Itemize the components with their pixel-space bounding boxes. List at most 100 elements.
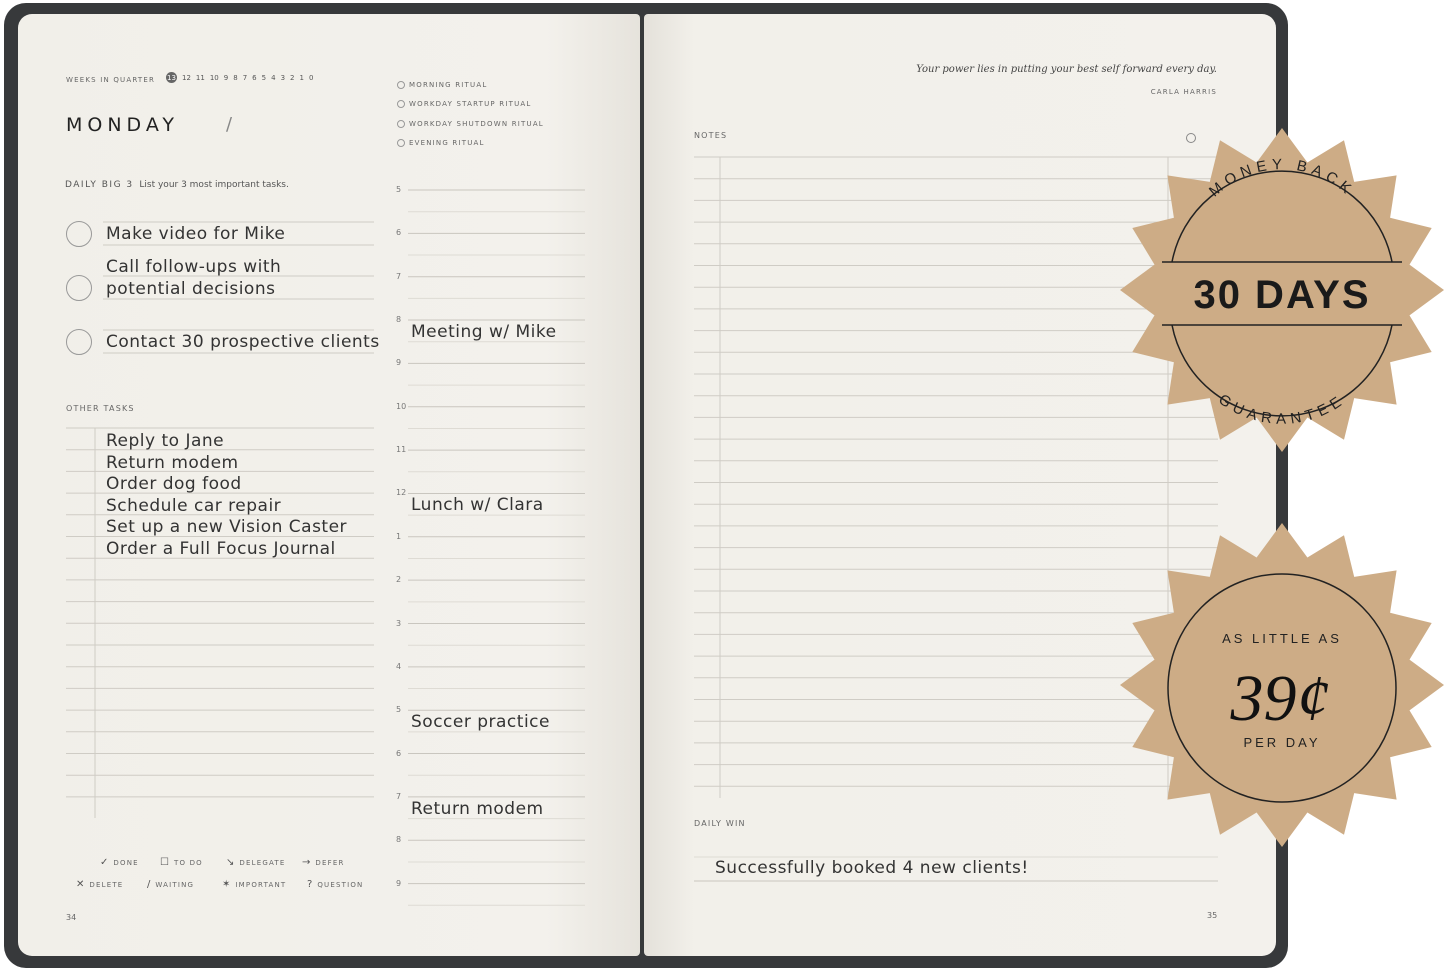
page-number-right: 35 bbox=[1207, 911, 1218, 920]
legend-symbol-icon: ↘ bbox=[226, 857, 235, 868]
big3-task: Contact 30 prospective clients bbox=[106, 332, 380, 352]
other-task: Reply to Jane bbox=[106, 431, 225, 451]
week-number: 7 bbox=[242, 74, 248, 82]
hour-label: 10 bbox=[396, 401, 407, 411]
hour-label: 9 bbox=[396, 358, 402, 368]
ritual-item[interactable]: WORKDAY SHUTDOWN RITUAL bbox=[397, 114, 544, 134]
weeks-counter: 13 12 11 10 9 8 7 6 5 4 3 2 1 0 bbox=[166, 72, 314, 83]
legend-symbol-icon: ✶ bbox=[222, 879, 231, 890]
quote-author: CARLA HARRIS bbox=[1150, 88, 1217, 96]
hour-label: 8 bbox=[396, 835, 402, 845]
big3-task: Make video for Mike bbox=[106, 224, 286, 244]
ritual-label: MORNING RITUAL bbox=[409, 80, 488, 89]
other-task: Order dog food bbox=[106, 474, 242, 495]
ritual-item[interactable]: MORNING RITUAL bbox=[397, 75, 544, 95]
legend-item: ? QUESTION bbox=[307, 879, 364, 890]
other-task: Schedule car repair bbox=[106, 495, 282, 516]
hour-label: 7 bbox=[396, 271, 402, 281]
guarantee-badge bbox=[1120, 128, 1444, 452]
ritual-checkbox[interactable] bbox=[397, 80, 405, 89]
legend-label: TO DO bbox=[173, 858, 203, 867]
other-tasks-list: Reply to Jane Return modem Order dog food S… bbox=[106, 430, 347, 560]
legend-label: DELETE bbox=[89, 880, 124, 889]
page-number-left: 34 bbox=[66, 913, 77, 922]
other-task: Return modem bbox=[106, 452, 239, 473]
week-number: 3 bbox=[280, 74, 286, 82]
task-checkbox[interactable] bbox=[66, 221, 92, 247]
price-badge bbox=[1120, 523, 1444, 847]
week-number: 10 bbox=[209, 74, 219, 82]
quote: Your power lies in putting your best sel… bbox=[916, 64, 1217, 75]
hour-label: 9 bbox=[396, 878, 402, 888]
big3-task: potential decisions bbox=[106, 279, 276, 299]
hour-label: 3 bbox=[396, 618, 402, 628]
big3-task: Call follow-ups with bbox=[106, 257, 282, 277]
hour-label: 5 bbox=[396, 705, 402, 715]
hour-label: 7 bbox=[396, 791, 402, 801]
legend-item: ↘ DELEGATE bbox=[226, 857, 286, 868]
ritual-label: WORKDAY SHUTDOWN RITUAL bbox=[409, 119, 544, 128]
daily-win-text: Successfully booked 4 new clients! bbox=[715, 858, 1029, 878]
week-number: 8 bbox=[233, 74, 238, 82]
legend-label: QUESTION bbox=[317, 880, 364, 889]
legend-item: ✓ DONE bbox=[100, 857, 139, 868]
hour-label: 8 bbox=[396, 315, 402, 325]
ritual-checkbox[interactable] bbox=[397, 100, 405, 109]
legend-label: IMPORTANT bbox=[235, 880, 287, 889]
week-number: 11 bbox=[195, 74, 205, 82]
hour-label: 2 bbox=[396, 575, 402, 585]
ritual-label: WORKDAY STARTUP RITUAL bbox=[409, 100, 532, 109]
legend-label: DEFER bbox=[315, 858, 345, 867]
week-number: 13 bbox=[166, 72, 177, 83]
hour-label: 5 bbox=[396, 185, 402, 194]
legend-symbol-icon: ? bbox=[307, 879, 313, 890]
ritual-label: EVENING RITUAL bbox=[409, 139, 485, 148]
legend-label: DONE bbox=[113, 858, 139, 867]
hour-label: 1 bbox=[396, 531, 402, 541]
rituals-list: MORNING RITUAL WORKDAY STARTUP RITUAL WORK… bbox=[397, 75, 544, 153]
legend-item: ✶ IMPORTANT bbox=[222, 879, 286, 890]
week-number: 2 bbox=[290, 74, 295, 82]
legend-symbol-icon: ✕ bbox=[76, 879, 85, 890]
legend-item: → DEFER bbox=[302, 857, 345, 868]
badge-ring bbox=[1167, 573, 1397, 803]
hour-label: 6 bbox=[396, 228, 402, 238]
badge-arc-top bbox=[1171, 170, 1393, 263]
ritual-item[interactable]: WORKDAY STARTUP RITUAL bbox=[397, 95, 544, 115]
legend-item: ☐ TO DO bbox=[160, 857, 203, 868]
badge-arc-bottom bbox=[1171, 324, 1393, 417]
week-number: 9 bbox=[223, 74, 229, 82]
week-number: 1 bbox=[299, 74, 304, 82]
hour-label: 12 bbox=[396, 488, 407, 498]
price-main-text: 39¢ bbox=[1230, 662, 1330, 735]
week-number: 4 bbox=[271, 74, 276, 82]
week-number: 5 bbox=[261, 74, 267, 82]
big3-hint: List your 3 most important tasks. bbox=[139, 180, 289, 190]
ritual-item[interactable]: EVENING RITUAL bbox=[397, 134, 544, 154]
other-task: Order a Full Focus Journal bbox=[106, 538, 336, 559]
week-number: 0 bbox=[308, 74, 314, 82]
other-task: Set up a new Vision Caster bbox=[106, 517, 348, 538]
price-top-text: AS LITTLE AS bbox=[1222, 631, 1342, 646]
ritual-checkbox[interactable] bbox=[397, 139, 405, 148]
hour-label: 6 bbox=[396, 748, 402, 758]
task-checkbox[interactable] bbox=[66, 329, 92, 355]
schedule-entry: Lunch w/ Clara bbox=[411, 495, 544, 516]
other-tasks-label: OTHER TASKS bbox=[66, 404, 135, 413]
schedule-entry: Meeting w/ Mike bbox=[411, 322, 557, 343]
weeks-label: WEEKS IN QUARTER bbox=[66, 76, 156, 84]
legend-symbol-icon: → bbox=[302, 857, 311, 868]
hour-label: 4 bbox=[396, 661, 402, 671]
ritual-checkbox[interactable] bbox=[397, 119, 405, 128]
legend-label: WAITING bbox=[155, 880, 195, 889]
price-bottom-text: PER DAY bbox=[1243, 735, 1320, 750]
legend-symbol-icon: / bbox=[147, 879, 151, 890]
hour-label: 11 bbox=[396, 445, 407, 455]
schedule-entry: Return modem bbox=[411, 798, 544, 819]
task-checkbox[interactable] bbox=[66, 275, 92, 301]
week-number: 6 bbox=[252, 74, 257, 82]
big3-label: DAILY BIG 3 bbox=[65, 180, 134, 190]
day-title: MONDAY bbox=[66, 114, 179, 136]
